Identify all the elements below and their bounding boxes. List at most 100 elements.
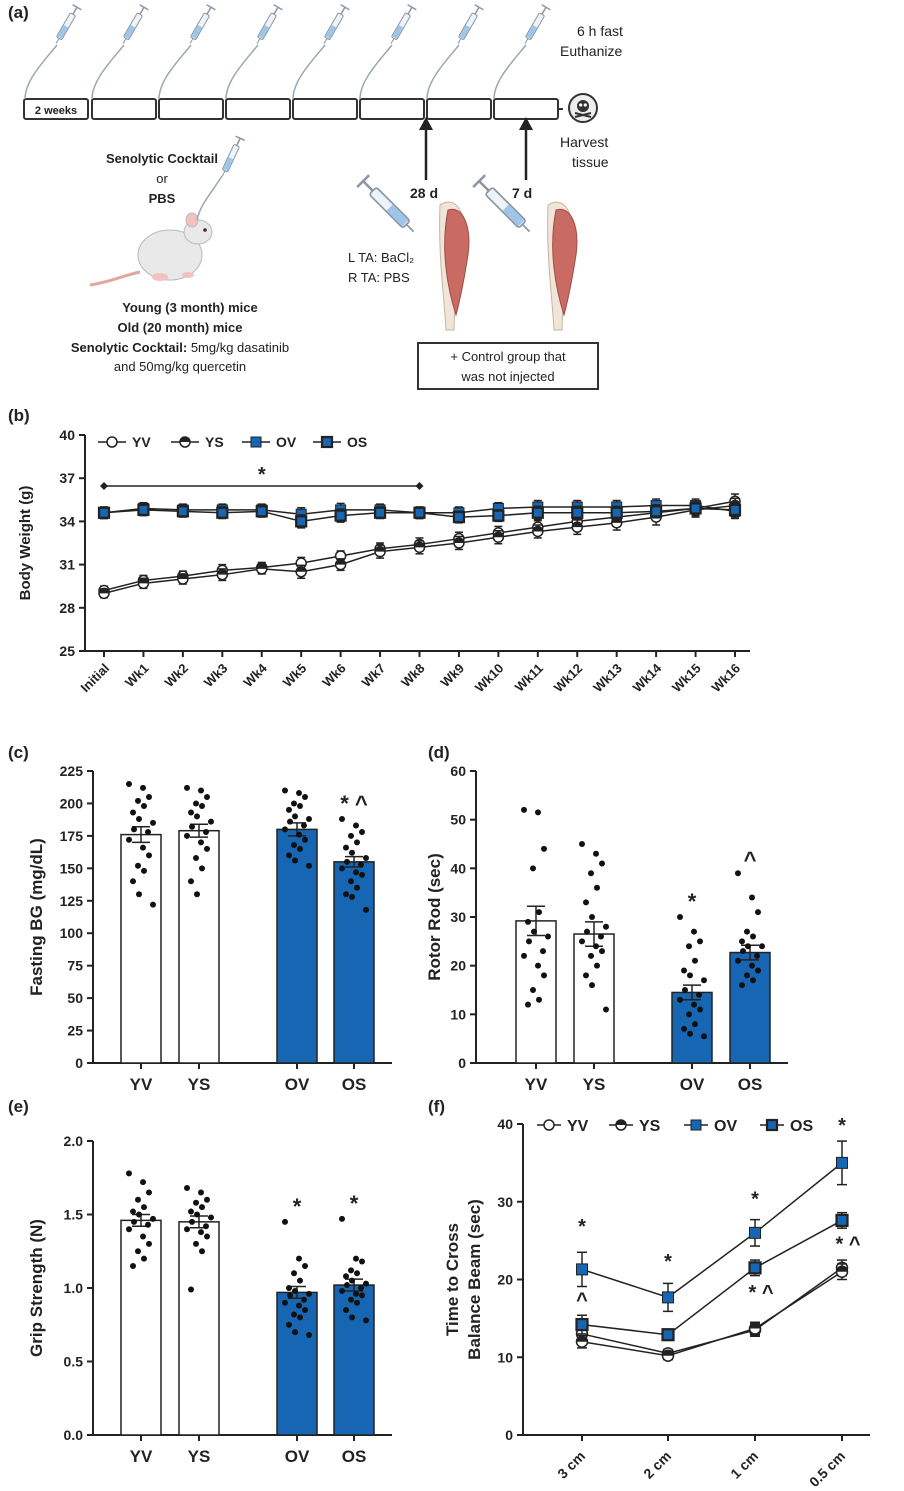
- gs-point-YV: [126, 1226, 132, 1233]
- rr-y-tick-label: 10: [450, 1006, 466, 1022]
- rr-point-OV: [681, 967, 687, 974]
- bw-y-tick-label: 28: [59, 600, 75, 616]
- syringe-fluid: [124, 25, 136, 39]
- bw-x-tick-label: Wk13: [590, 661, 625, 696]
- chart-body-weight: 25 28 31 34 37 40 Initial Wk1 Wk2 Wk3 Wk4 Wk5 Wk6 Wk7…: [17, 427, 750, 695]
- gs-point-OS: [348, 1296, 354, 1303]
- rr-point-OS: [745, 943, 751, 950]
- gs-point-OV: [296, 1302, 302, 1309]
- rr-point-OS: [735, 957, 741, 964]
- rr-point-YS: [579, 938, 585, 945]
- gs-point-OV: [291, 1270, 297, 1277]
- cocktail-dose-title: Senolytic Cocktail:: [71, 340, 187, 355]
- syringe-plunger: [72, 6, 78, 15]
- gs-point-YV: [135, 1196, 141, 1203]
- syringe-needle: [122, 38, 127, 44]
- gs-point-OV: [306, 1332, 312, 1339]
- syringe-plunger: [139, 6, 145, 15]
- bw-sig-end: [415, 482, 424, 490]
- bw-point-YS-marker-fill: [414, 542, 425, 548]
- panel-a: (a) 2 weeks 6 h fast Euthanize Harvest: [8, 3, 623, 390]
- pbs-label: PBS: [149, 191, 176, 206]
- bw-x-tick-label: Wk12: [551, 661, 586, 696]
- rr-bar-OS: [729, 951, 771, 1064]
- bg-point-OV: [292, 857, 298, 864]
- bw-point-YS-marker-fill: [217, 569, 228, 575]
- bg-bar-OS: [333, 861, 375, 1064]
- rr-annotation: *: [688, 889, 697, 914]
- bg-point-OS: [343, 844, 349, 851]
- bg-x-tick-label: YV: [130, 1075, 153, 1094]
- bw-point-OS-marker: [295, 515, 308, 528]
- bg-point-YV: [136, 816, 142, 823]
- syringe-icon: [524, 4, 551, 44]
- syringe-plunger: [407, 6, 413, 15]
- bb-y-label-2: Balance Beam (sec): [465, 1199, 484, 1360]
- bw-point-OS-marker: [452, 510, 466, 524]
- bw-point-OS-marker: [216, 506, 229, 519]
- gs-point-YV: [140, 1179, 146, 1186]
- bg-point-YS: [198, 839, 204, 846]
- bg-point-OS: [349, 893, 355, 900]
- syringe-icon: [356, 174, 415, 233]
- bw-x-tick-label: Wk2: [161, 661, 191, 691]
- syringe-icon: [472, 174, 531, 233]
- rr-point-YV: [545, 933, 551, 940]
- bg-bar-YV: [120, 833, 162, 1064]
- bg-point-YV: [146, 793, 152, 800]
- or-label: or: [156, 171, 168, 186]
- rr-point-OS: [750, 933, 756, 940]
- rr-y-label: Rotor Rod (sec): [425, 853, 444, 981]
- bg-point-OS: [354, 839, 360, 846]
- syringe-fluid: [57, 25, 69, 39]
- timeline-segment: [91, 98, 157, 120]
- cocktail-dose-line2: and 50mg/kg quercetin: [114, 359, 246, 374]
- rr-x-tick-label: OS: [738, 1075, 763, 1094]
- bg-point-OV: [302, 793, 308, 800]
- rr-point-YS: [599, 948, 605, 955]
- gs-point-OV: [292, 1287, 298, 1294]
- bb-point-OS-marker: [575, 1317, 589, 1332]
- syringe-plunger-cap: [139, 4, 149, 11]
- gs-point-YV: [131, 1218, 137, 1225]
- injection-syringes: [356, 174, 531, 233]
- rr-point-YV: [536, 996, 542, 1003]
- gs-point-OS: [354, 1299, 360, 1306]
- bg-point-OV: [286, 852, 292, 859]
- syringe-icon: [256, 4, 283, 44]
- rr-point-YV: [525, 918, 531, 925]
- bw-x-tick-label: Wk10: [472, 661, 507, 696]
- mark-28d-label: 28 d: [410, 185, 438, 201]
- gs-point-OS: [343, 1307, 349, 1314]
- panel-f-label: (f): [428, 1097, 445, 1116]
- syringe-plunger-cap: [472, 174, 487, 189]
- gs-point-OS: [363, 1317, 369, 1324]
- gs-point-OS: [349, 1314, 355, 1321]
- timeline-segment: [292, 98, 358, 120]
- gs-point-YS: [184, 1226, 190, 1233]
- bg-point-YS: [199, 803, 205, 810]
- tissue-label: tissue: [572, 154, 609, 170]
- chart-balance-beam: 0 10 20 30 40 3 cm 2 cm 1 cm 0.5 cm Time to Cross…: [443, 1115, 870, 1490]
- rr-point-YS: [603, 923, 609, 930]
- rr-point-YV: [541, 972, 547, 979]
- bg-point-OS: [363, 854, 369, 861]
- syringe-tube: [196, 175, 223, 221]
- bg-point-YV: [126, 836, 132, 843]
- rr-point-YV: [535, 809, 541, 816]
- bw-point-OS-marker: [413, 506, 426, 519]
- bg-point-OV: [282, 787, 288, 794]
- gs-point-OS: [358, 1285, 364, 1291]
- timeline-segment: [359, 98, 425, 120]
- arrow-7d: [519, 117, 533, 180]
- bg-point-OS: [363, 906, 369, 913]
- bb-point-OV-marker: [576, 1263, 588, 1276]
- bb-x-tick-label: 2 cm: [640, 1448, 674, 1482]
- rr-point-OV: [686, 943, 692, 950]
- bg-point-YS: [184, 784, 190, 791]
- bg-point-OV: [287, 818, 293, 825]
- bg-point-YV: [140, 844, 146, 851]
- rr-point-YV: [521, 952, 527, 959]
- bg-point-YV: [130, 809, 136, 816]
- syringe-tube: [158, 44, 192, 100]
